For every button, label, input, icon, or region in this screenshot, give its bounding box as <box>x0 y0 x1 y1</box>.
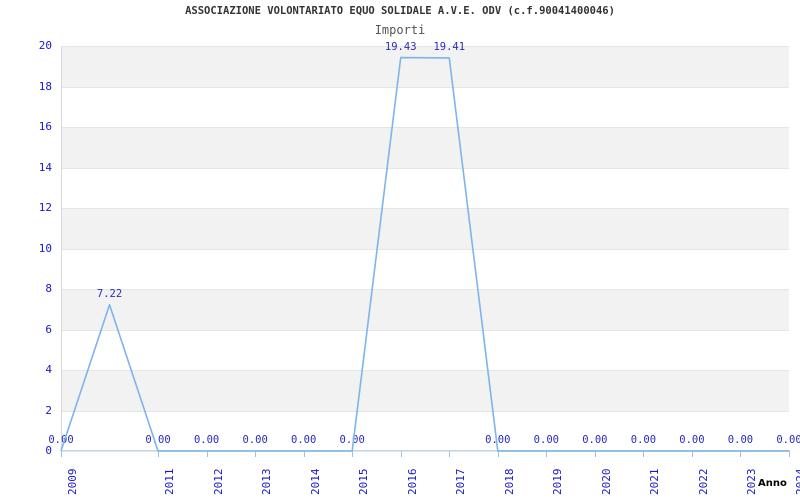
grid-line <box>62 248 789 250</box>
x-axis-tick <box>692 451 693 457</box>
y-axis-tick-label: 18 <box>38 79 52 93</box>
grid-line <box>62 370 789 371</box>
data-point-label: 0.00 <box>339 434 365 446</box>
plot-band <box>62 127 789 168</box>
grid-line <box>62 86 789 88</box>
plot-area <box>61 46 789 452</box>
x-axis-tick <box>401 451 402 457</box>
y-axis-tick-label: 2 <box>45 403 52 417</box>
data-point-label: 0.00 <box>145 434 171 446</box>
data-point-label: 7.22 <box>96 287 123 300</box>
grid-line <box>62 127 789 128</box>
x-axis-tick <box>158 451 159 457</box>
y-axis-tick-label: 20 <box>38 39 52 52</box>
plot-band <box>62 208 789 249</box>
grid-line <box>62 289 789 290</box>
x-axis-tick <box>498 451 499 457</box>
chart-title: ASSOCIAZIONE VOLONTARIATO EQUO SOLIDALE … <box>185 5 615 17</box>
data-point-label: 0.00 <box>533 434 559 446</box>
x-axis-tick <box>207 451 208 457</box>
plot-band <box>62 289 789 330</box>
x-axis-tick <box>643 451 644 457</box>
data-point-label: 0.00 <box>48 434 74 446</box>
plot-band <box>62 370 789 411</box>
data-point-label: 0.00 <box>242 434 268 446</box>
x-axis-tick <box>352 451 353 457</box>
data-point-label: 0.00 <box>630 434 657 446</box>
data-point-label: 0.00 <box>727 434 754 446</box>
y-axis-tick-label: 14 <box>38 160 52 174</box>
data-point-label: 0.00 <box>485 434 511 446</box>
data-point-label: 19.43 <box>384 40 417 53</box>
x-axis-line <box>61 450 790 451</box>
chart-subtitle: Importi <box>374 23 426 37</box>
x-axis-tick <box>61 451 62 457</box>
data-point-label: 0.00 <box>193 434 220 446</box>
x-axis-title: Anno <box>758 478 787 489</box>
grid-line <box>62 410 789 412</box>
data-point-label: 0.00 <box>582 434 608 446</box>
x-axis-tick <box>304 451 305 457</box>
y-axis-tick-label: 8 <box>45 282 52 295</box>
data-point-label: 0.00 <box>679 434 705 446</box>
data-point-label: 19.41 <box>433 40 466 53</box>
x-axis-tick <box>449 451 450 457</box>
data-point-label: 0.00 <box>291 434 317 446</box>
y-axis-tick-label: 10 <box>38 241 52 255</box>
x-axis-tick <box>546 451 547 457</box>
y-axis-tick-label: 4 <box>45 363 52 376</box>
grid-line <box>62 46 789 47</box>
series-path <box>60 56 789 452</box>
data-point-label: 0.00 <box>776 434 800 446</box>
x-axis-tick <box>595 451 596 457</box>
y-axis-tick-label: 0 <box>45 444 52 457</box>
y-axis-tick-label: 16 <box>38 120 52 133</box>
y-axis-tick-label: 12 <box>38 201 52 214</box>
x-axis-tick <box>255 451 256 457</box>
x-axis-tick <box>789 451 790 457</box>
grid-line <box>62 208 789 209</box>
grid-line <box>62 451 789 452</box>
x-axis-tick <box>740 451 741 457</box>
plot-band <box>62 46 789 87</box>
y-axis-tick-label: 6 <box>45 322 52 336</box>
grid-line <box>62 329 789 331</box>
grid-line <box>62 167 789 169</box>
